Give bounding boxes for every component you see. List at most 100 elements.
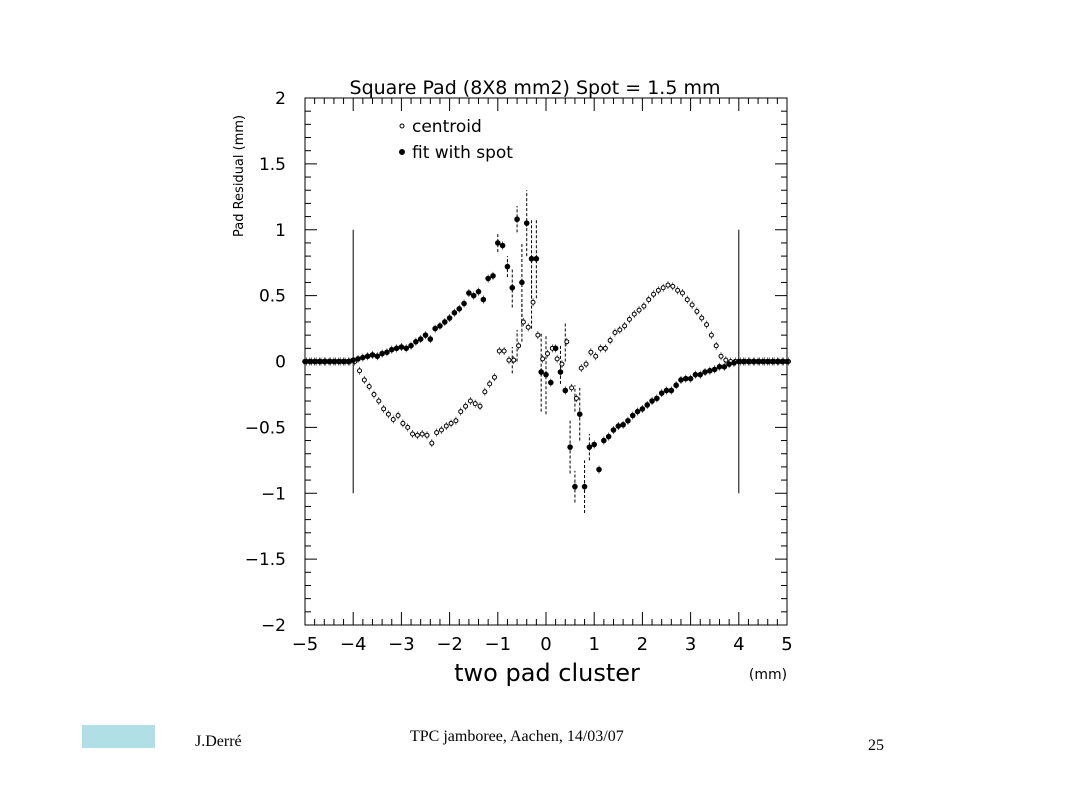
- centroid-point: [390, 416, 396, 422]
- x-axis-ticks: −5 −4 −3 −2 −1 0 1 2 3 4 5: [292, 98, 793, 655]
- centroid-point: [511, 357, 517, 363]
- centroid-point: [699, 315, 705, 321]
- fit-with-spot-point: [548, 379, 554, 386]
- centroid-point: [448, 420, 454, 426]
- centroid-point: [679, 290, 685, 296]
- fit-with-spot-point: [620, 421, 626, 428]
- centroid-point: [573, 395, 579, 401]
- accent-box: [82, 725, 155, 748]
- centroid-point: [554, 356, 560, 362]
- fit-with-spot-point: [673, 382, 679, 389]
- centroid-point: [385, 411, 391, 417]
- centroid-point: [429, 440, 435, 446]
- centroid-point: [496, 348, 502, 354]
- centroid-point: [472, 401, 478, 407]
- centroid-point: [405, 424, 411, 430]
- centroid-point: [583, 361, 589, 367]
- centroid-point: [607, 337, 613, 343]
- fit-with-spot-point: [562, 387, 569, 394]
- fit-with-spot-point: [716, 363, 723, 370]
- x-tick-label: 3: [685, 634, 696, 655]
- centroid-point: [434, 430, 440, 436]
- fit-with-spot-point: [557, 369, 564, 375]
- centroid-point: [540, 356, 546, 362]
- error-bars: [497, 190, 590, 514]
- fit-with-spot-point: [784, 358, 790, 365]
- centroid-point: [694, 308, 700, 314]
- fit-with-spot-point: [345, 358, 352, 365]
- x-tick-label: 2: [637, 634, 648, 655]
- x-tick-label: 4: [733, 634, 744, 655]
- y-tick-label: −1.5: [245, 550, 286, 570]
- centroid-point: [376, 398, 382, 404]
- y-tick-label: −2: [261, 616, 286, 636]
- centroid-point: [578, 365, 584, 371]
- fit-with-spot-point: [340, 358, 347, 365]
- fit-with-spot-point: [639, 406, 646, 412]
- y-axis-ticks: −2 −1.5 −1 −0.5 0 0.5 1 1.5 2: [245, 89, 787, 636]
- legend-fit-label: fit with spot: [412, 143, 513, 163]
- fit-with-spot-point: [456, 306, 463, 312]
- centroid-point: [593, 353, 599, 359]
- fit-with-spot-point: [437, 323, 443, 329]
- centroid-point: [704, 322, 710, 328]
- centroid-point: [641, 303, 647, 309]
- centroid-point: [467, 398, 473, 404]
- fit-with-spot-point: [538, 369, 544, 375]
- centroid-point: [357, 368, 363, 374]
- x-tick-label: −5: [292, 634, 319, 655]
- centroid-point: [424, 432, 430, 438]
- fit-with-spot-point: [654, 395, 660, 402]
- centroid-point: [660, 285, 666, 291]
- fit-with-spot-point: [731, 360, 737, 366]
- fit-with-spot-point: [764, 358, 771, 365]
- fit-with-spot-point: [326, 358, 332, 365]
- centroid-point: [463, 403, 469, 409]
- centroid-point: [366, 384, 372, 390]
- fit-with-spot-point: [432, 325, 438, 332]
- fit-with-spot-point: [480, 296, 487, 303]
- fit-with-spot-point: [523, 220, 530, 226]
- centroid-point: [612, 330, 618, 336]
- fit-with-spot-point: [625, 417, 631, 424]
- centroid-point: [506, 357, 512, 363]
- centroid-point: [723, 357, 729, 363]
- fit-with-spot-point: [629, 412, 636, 419]
- fit-with-spot-point: [596, 466, 602, 473]
- fit-with-spot-point: [543, 371, 549, 378]
- centroid-point: [381, 406, 387, 412]
- centroid-point: [520, 319, 526, 325]
- fit-with-spot-point: [567, 444, 573, 450]
- fit-with-spot-point: [711, 366, 718, 373]
- fit-with-spot-point: [379, 350, 385, 357]
- fit-with-spot-point: [576, 411, 583, 418]
- fit-with-spot-point: [740, 358, 747, 365]
- centroid-point: [371, 391, 377, 397]
- centroid-point: [684, 297, 690, 303]
- fit-with-spot-point: [408, 342, 414, 349]
- centroid-point: [655, 287, 661, 293]
- data-points: [302, 215, 791, 491]
- fit-with-spot-point: [466, 290, 472, 296]
- centroid-point: [545, 351, 550, 357]
- legend-centroid-marker: [399, 123, 405, 129]
- x-tick-label: 5: [781, 634, 792, 655]
- fit-with-spot-point: [658, 390, 665, 396]
- centroid-point: [602, 345, 608, 351]
- fit-with-spot-point: [552, 345, 559, 352]
- fit-with-spot-point: [451, 309, 458, 316]
- fit-with-spot-point: [384, 349, 390, 356]
- fit-with-spot-point: [591, 441, 598, 448]
- fit-with-spot-point: [615, 423, 622, 429]
- centroid-point: [410, 431, 416, 437]
- fit-with-spot-point: [504, 263, 511, 270]
- fit-with-spot-point: [605, 433, 612, 440]
- x-tick-label: 0: [540, 634, 551, 655]
- centroid-point: [414, 432, 420, 438]
- fit-with-spot-point: [403, 345, 410, 352]
- fit-with-spot-point: [388, 346, 395, 353]
- fit-with-spot-point: [360, 354, 366, 361]
- fit-with-spot-point: [398, 344, 405, 350]
- centroid-point: [535, 332, 541, 338]
- y-tick-label: −0.5: [245, 418, 286, 438]
